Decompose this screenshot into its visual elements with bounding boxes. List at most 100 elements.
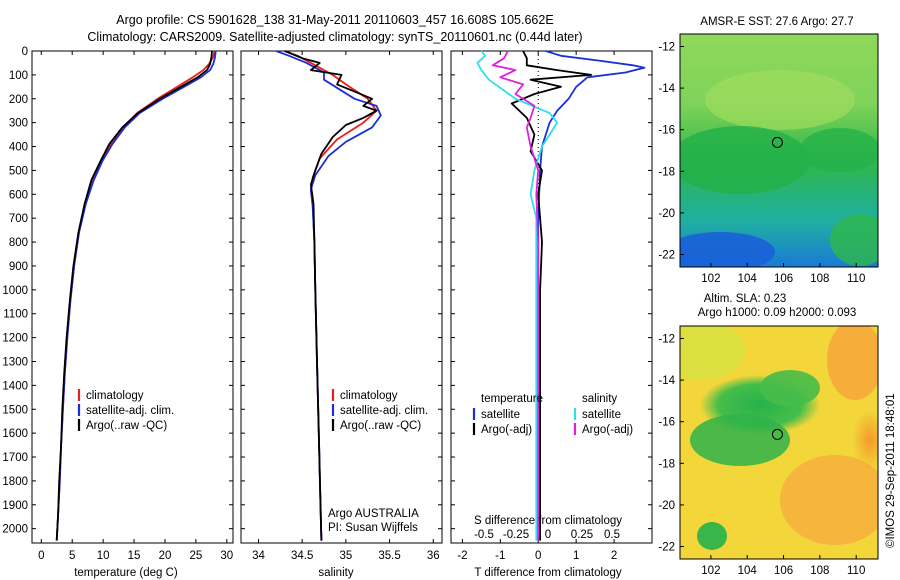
depth-tick-label: 1600 xyxy=(2,428,28,440)
depth-tick-label: 600 xyxy=(9,189,28,201)
s-tick-label: 0 xyxy=(545,529,551,541)
series-line-2 xyxy=(284,50,378,541)
sst-map-title: AMSR-E SST: 27.6 Argo: 27.7 xyxy=(700,16,853,28)
depth-tick-label: 700 xyxy=(9,213,28,225)
map-y-tick-label: -22 xyxy=(658,542,675,554)
s-difference-tick-labels: -0.5 -0.25 0 0.25 0.5 xyxy=(474,529,620,541)
s-tick-label: 0.25 xyxy=(571,529,593,541)
legend-label: Argo(..raw -QC) xyxy=(86,420,167,432)
depth-tick-label: 1200 xyxy=(2,333,28,345)
map-x-tick-label: 102 xyxy=(701,273,720,285)
x-tick-label: 2 xyxy=(611,550,617,562)
map-x-tick-label: 108 xyxy=(810,565,829,577)
s-tick-label: -0.5 xyxy=(474,529,494,541)
sla-map-axes: 102 104 106 108 110 -12 -14 -16 -18 -20 -22 xyxy=(658,333,865,577)
legend-label: Argo(-adj) xyxy=(582,424,633,436)
t-difference-x-label: T difference from climatology xyxy=(474,567,621,579)
series-line-2 xyxy=(55,50,213,541)
depth-tick-label: 1800 xyxy=(2,476,28,488)
sla-argo-location-marker xyxy=(771,428,783,440)
figure-title-line1: Argo profile: CS 5901628_138 31-May-2011… xyxy=(116,13,553,27)
map-y-tick-label: -22 xyxy=(658,250,675,262)
figure-title-line2: Climatology: CARS2009. Satellite-adjuste… xyxy=(87,30,582,44)
map-y-tick-label: -16 xyxy=(658,417,675,429)
map-y-tick-label: -18 xyxy=(658,166,675,178)
salinity-plot-frame xyxy=(240,50,443,544)
map-y-tick-label: -14 xyxy=(658,375,675,387)
x-tick-label: 20 xyxy=(159,550,172,562)
series-line-1 xyxy=(510,50,593,541)
x-tick-label: 1 xyxy=(573,550,579,562)
sla-map: Altim. SLA: 0.23 Argo h1000: 0.09 h2000:… xyxy=(658,293,879,577)
temperature-x-axis: 0 5 10 15 20 25 30 xyxy=(38,51,233,562)
map-x-tick-label: 106 xyxy=(774,565,793,577)
depth-tick-label: 2000 xyxy=(2,524,28,536)
x-tick-label: 25 xyxy=(189,550,202,562)
legend-label: satellite xyxy=(582,409,621,421)
salinity-x-axis: 34 34.5 35 35.5 36 xyxy=(252,51,440,562)
t-difference-x-axis: -2 -1 0 1 2 xyxy=(457,51,617,562)
temperature-plot-frame xyxy=(31,50,234,544)
depth-tick-label: 1000 xyxy=(2,285,28,297)
depth-tick-label: 1500 xyxy=(2,404,28,416)
x-tick-label: 35.5 xyxy=(378,550,400,562)
sla-map-title-line1: Altim. SLA: 0.23 xyxy=(704,293,786,305)
map-y-tick-label: -20 xyxy=(658,500,675,512)
series-line-2 xyxy=(476,50,559,541)
temperature-panel: 0100200300400500600700800900100011001200… xyxy=(2,46,234,579)
series-line-3 xyxy=(491,50,540,541)
sst-map-frame xyxy=(679,33,879,268)
salinity-legend: climatology satellite-adj. clim. Argo(..ra… xyxy=(331,389,428,432)
depth-tick-label: 1400 xyxy=(2,380,28,392)
x-tick-label: 0 xyxy=(535,550,541,562)
map-y-tick-label: -16 xyxy=(658,125,675,137)
legend-label: climatology xyxy=(340,390,398,402)
depth-tick-label: 1700 xyxy=(2,452,28,464)
difference-series xyxy=(476,50,646,541)
x-tick-label: 35 xyxy=(339,550,352,562)
annotation-pi-name: PI: Susan Wijffels xyxy=(328,522,418,534)
sst-map: AMSR-E SST: 27.6 Argo: 27.7 102 104 106 108… xyxy=(658,16,879,285)
difference-panel: -2 -1 0 1 2 temperature salinity satellite Argo… xyxy=(450,50,653,579)
salinity-series xyxy=(275,50,382,541)
legend-label: satellite-adj. clim. xyxy=(86,405,174,417)
imos-credit: ©IMOS 29-Sep-2011 18:48:01 xyxy=(885,393,897,548)
sla-field xyxy=(680,326,878,559)
temperature-legend: climatology satellite-adj. clim. Argo(..ra… xyxy=(77,389,174,432)
map-y-tick-label: -12 xyxy=(658,41,675,53)
depth-tick-label: 0 xyxy=(22,46,28,58)
legend-label: Argo(-adj) xyxy=(481,424,532,436)
x-tick-label: 5 xyxy=(69,550,75,562)
map-x-tick-label: 106 xyxy=(774,273,793,285)
s-tick-label: 0.5 xyxy=(604,529,620,541)
difference-plot-frame xyxy=(450,50,653,544)
depth-tick-label: 1900 xyxy=(2,500,28,512)
map-y-tick-label: -18 xyxy=(658,458,675,470)
depth-tick-label: 900 xyxy=(9,261,28,273)
legend-label: satellite xyxy=(481,409,520,421)
depth-tick-label: 1100 xyxy=(3,309,28,321)
x-tick-label: -2 xyxy=(457,550,467,562)
map-y-tick-label: -14 xyxy=(658,83,675,95)
map-x-tick-label: 104 xyxy=(738,273,758,285)
difference-legend: temperature salinity satellite Argo(-adj) sa… xyxy=(472,393,633,436)
annotation-argo-australia: Argo AUSTRALIA xyxy=(328,508,419,520)
map-x-tick-label: 108 xyxy=(810,273,829,285)
depth-tick-label: 300 xyxy=(9,118,28,130)
temperature-x-label: temperature (deg C) xyxy=(74,567,178,579)
legend-title-temperature: temperature xyxy=(481,393,543,405)
map-y-tick-label: -12 xyxy=(658,333,675,345)
sst-map-axes: 102 104 106 108 110 -12 -14 -16 -18 -20 -22 xyxy=(658,41,865,285)
sst-field xyxy=(680,34,878,267)
map-y-tick-label: -20 xyxy=(658,208,675,220)
sla-map-title-line2: Argo h1000: 0.09 h2000: 0.093 xyxy=(698,307,857,319)
x-tick-label: 30 xyxy=(220,550,233,562)
x-tick-label: -1 xyxy=(495,550,505,562)
sla-map-frame xyxy=(679,325,879,560)
map-x-tick-label: 110 xyxy=(847,565,865,577)
difference-depth-ticks xyxy=(451,50,652,530)
depth-tick-label: 500 xyxy=(9,165,28,177)
salinity-depth-ticks xyxy=(241,50,442,530)
depth-axis: 0 100 200 300 400 500 600 700 800 900 1000 1100 1200… xyxy=(2,46,233,536)
